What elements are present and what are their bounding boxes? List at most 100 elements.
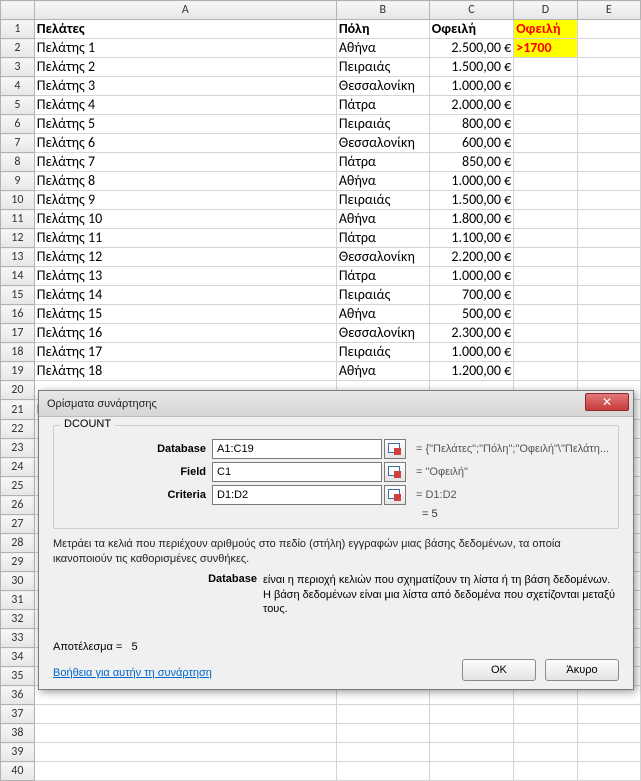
cell-D17[interactable] bbox=[514, 324, 577, 343]
row-header[interactable]: 27 bbox=[1, 515, 35, 534]
cell-E3[interactable] bbox=[577, 58, 640, 77]
cell-B17[interactable]: Θεσσαλονίκη bbox=[336, 324, 429, 343]
cell-B19[interactable]: Αθήνα bbox=[336, 362, 429, 381]
cell[interactable] bbox=[429, 762, 513, 781]
row-header[interactable]: 33 bbox=[1, 629, 35, 648]
cell-E16[interactable] bbox=[577, 305, 640, 324]
cell[interactable] bbox=[577, 743, 640, 762]
cell[interactable] bbox=[577, 724, 640, 743]
row-header[interactable]: 30 bbox=[1, 572, 35, 591]
cell-C7[interactable]: 600,00 € bbox=[429, 134, 513, 153]
cell-A1[interactable]: Πελάτες bbox=[34, 20, 336, 39]
row-header[interactable]: 3 bbox=[1, 58, 35, 77]
row-header[interactable]: 7 bbox=[1, 134, 35, 153]
cell-E8[interactable] bbox=[577, 153, 640, 172]
cell-E6[interactable] bbox=[577, 115, 640, 134]
col-header-C[interactable]: C bbox=[429, 1, 513, 20]
cell-E2[interactable] bbox=[577, 39, 640, 58]
cell-B12[interactable]: Πάτρα bbox=[336, 229, 429, 248]
cell-A16[interactable]: Πελάτης 15 bbox=[34, 305, 336, 324]
cell-D5[interactable] bbox=[514, 96, 577, 115]
cell[interactable] bbox=[336, 705, 429, 724]
cell[interactable] bbox=[514, 743, 577, 762]
cell-B3[interactable]: Πειραιάς bbox=[336, 58, 429, 77]
cell-D19[interactable] bbox=[514, 362, 577, 381]
row-header[interactable]: 18 bbox=[1, 343, 35, 362]
cell-D7[interactable] bbox=[514, 134, 577, 153]
cell-C10[interactable]: 1.500,00 € bbox=[429, 191, 513, 210]
cell[interactable] bbox=[34, 762, 336, 781]
close-icon[interactable]: ✕ bbox=[585, 393, 629, 411]
cell-E1[interactable] bbox=[577, 20, 640, 39]
row-header[interactable]: 23 bbox=[1, 439, 35, 458]
row-header[interactable]: 4 bbox=[1, 77, 35, 96]
cell-E9[interactable] bbox=[577, 172, 640, 191]
cell-C11[interactable]: 1.800,00 € bbox=[429, 210, 513, 229]
row-header[interactable]: 13 bbox=[1, 248, 35, 267]
cell[interactable] bbox=[514, 705, 577, 724]
cell[interactable] bbox=[34, 724, 336, 743]
cell-A9[interactable]: Πελάτης 8 bbox=[34, 172, 336, 191]
row-header[interactable]: 14 bbox=[1, 267, 35, 286]
cell-D9[interactable] bbox=[514, 172, 577, 191]
row-header[interactable]: 26 bbox=[1, 496, 35, 515]
row-header[interactable]: 22 bbox=[1, 420, 35, 439]
row-header[interactable]: 31 bbox=[1, 591, 35, 610]
row-header[interactable]: 5 bbox=[1, 96, 35, 115]
cell-A12[interactable]: Πελάτης 11 bbox=[34, 229, 336, 248]
row-header[interactable]: 34 bbox=[1, 648, 35, 667]
row-header[interactable]: 9 bbox=[1, 172, 35, 191]
cell-A5[interactable]: Πελάτης 4 bbox=[34, 96, 336, 115]
cell[interactable] bbox=[336, 724, 429, 743]
cell-B9[interactable]: Αθήνα bbox=[336, 172, 429, 191]
cell-C5[interactable]: 2.000,00 € bbox=[429, 96, 513, 115]
cell-A14[interactable]: Πελάτης 13 bbox=[34, 267, 336, 286]
cell[interactable] bbox=[429, 705, 513, 724]
row-header[interactable]: 40 bbox=[1, 762, 35, 781]
cell-A4[interactable]: Πελάτης 3 bbox=[34, 77, 336, 96]
row-header[interactable]: 21 bbox=[1, 400, 35, 420]
cell-B4[interactable]: Θεσσαλονίκη bbox=[336, 77, 429, 96]
cell-C15[interactable]: 700,00 € bbox=[429, 286, 513, 305]
row-header[interactable]: 37 bbox=[1, 705, 35, 724]
cell[interactable] bbox=[514, 724, 577, 743]
cell-C8[interactable]: 850,00 € bbox=[429, 153, 513, 172]
cell[interactable] bbox=[34, 743, 336, 762]
cell-E15[interactable] bbox=[577, 286, 640, 305]
row-header[interactable]: 2 bbox=[1, 39, 35, 58]
cell-C19[interactable]: 1.200,00 € bbox=[429, 362, 513, 381]
cell[interactable] bbox=[34, 705, 336, 724]
row-header[interactable]: 17 bbox=[1, 324, 35, 343]
cell-D11[interactable] bbox=[514, 210, 577, 229]
row-header[interactable]: 32 bbox=[1, 610, 35, 629]
range-select-icon[interactable] bbox=[384, 439, 406, 459]
cell-C2[interactable]: 2.500,00 € bbox=[429, 39, 513, 58]
cell-C13[interactable]: 2.200,00 € bbox=[429, 248, 513, 267]
cell-E12[interactable] bbox=[577, 229, 640, 248]
cell-C9[interactable]: 1.000,00 € bbox=[429, 172, 513, 191]
col-header-A[interactable]: A bbox=[34, 1, 336, 20]
cell-C3[interactable]: 1.500,00 € bbox=[429, 58, 513, 77]
col-header-E[interactable]: E bbox=[577, 1, 640, 20]
cell-D12[interactable] bbox=[514, 229, 577, 248]
row-header[interactable]: 36 bbox=[1, 686, 35, 705]
row-header[interactable]: 39 bbox=[1, 743, 35, 762]
cell-E17[interactable] bbox=[577, 324, 640, 343]
row-header[interactable]: 24 bbox=[1, 458, 35, 477]
cell-D10[interactable] bbox=[514, 191, 577, 210]
row-header[interactable]: 20 bbox=[1, 381, 35, 400]
cell-A15[interactable]: Πελάτης 14 bbox=[34, 286, 336, 305]
cell[interactable] bbox=[577, 762, 640, 781]
cell[interactable] bbox=[429, 743, 513, 762]
row-header[interactable]: 6 bbox=[1, 115, 35, 134]
cell-C4[interactable]: 1.000,00 € bbox=[429, 77, 513, 96]
cell-B2[interactable]: Αθήνα bbox=[336, 39, 429, 58]
range-select-icon[interactable] bbox=[384, 485, 406, 505]
row-header[interactable]: 8 bbox=[1, 153, 35, 172]
row-header[interactable]: 15 bbox=[1, 286, 35, 305]
cell-B14[interactable]: Πάτρα bbox=[336, 267, 429, 286]
cancel-button[interactable]: Άκυρο bbox=[545, 659, 619, 681]
cell-C12[interactable]: 1.100,00 € bbox=[429, 229, 513, 248]
cell-D16[interactable] bbox=[514, 305, 577, 324]
cell-A19[interactable]: Πελάτης 18 bbox=[34, 362, 336, 381]
